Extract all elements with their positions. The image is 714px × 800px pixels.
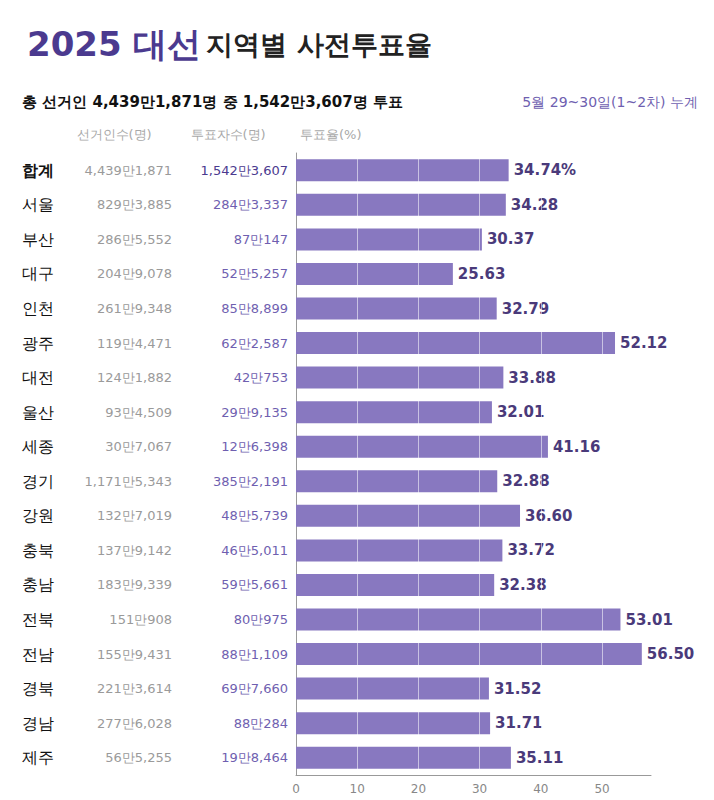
svg-text:투표자수(명): 투표자수(명) <box>191 127 266 142</box>
svg-text:42만753: 42만753 <box>234 370 288 385</box>
svg-text:전북: 전북 <box>22 610 54 629</box>
svg-text:277만6,028: 277만6,028 <box>97 716 172 731</box>
svg-text:30.37: 30.37 <box>487 230 534 248</box>
svg-text:강원: 강원 <box>22 506 54 525</box>
svg-text:88만284: 88만284 <box>234 716 288 731</box>
svg-text:선거인수(명): 선거인수(명) <box>77 127 152 142</box>
svg-text:52.12: 52.12 <box>620 334 667 352</box>
svg-text:56만5,255: 56만5,255 <box>105 750 172 765</box>
svg-text:46만5,011: 46만5,011 <box>221 543 288 558</box>
svg-text:25.63: 25.63 <box>458 265 505 283</box>
svg-text:155만9,431: 155만9,431 <box>97 647 172 662</box>
svg-text:137만9,142: 137만9,142 <box>97 543 172 558</box>
svg-text:34.28: 34.28 <box>511 196 558 214</box>
svg-text:울산: 울산 <box>22 403 54 422</box>
svg-text:30만7,067: 30만7,067 <box>105 439 172 454</box>
svg-text:광주: 광주 <box>22 334 54 353</box>
svg-text:전남: 전남 <box>22 645 54 664</box>
svg-text:35.11: 35.11 <box>516 749 563 767</box>
svg-text:48만5,739: 48만5,739 <box>221 508 288 523</box>
svg-text:88만1,109: 88만1,109 <box>221 647 288 662</box>
svg-text:132만7,019: 132만7,019 <box>97 508 172 523</box>
svg-text:32.88: 32.88 <box>502 472 549 490</box>
svg-text:대구: 대구 <box>22 264 54 283</box>
svg-text:30: 30 <box>472 782 487 796</box>
svg-text:충북: 충북 <box>22 541 54 560</box>
svg-text:204만9,078: 204만9,078 <box>97 266 172 281</box>
svg-text:19만8,464: 19만8,464 <box>221 750 288 765</box>
svg-text:41.16: 41.16 <box>553 438 600 456</box>
svg-text:124만1,882: 124만1,882 <box>97 370 172 385</box>
svg-text:32.38: 32.38 <box>499 576 546 594</box>
svg-text:385만2,191: 385만2,191 <box>213 474 288 489</box>
svg-text:151만908: 151만908 <box>109 612 172 627</box>
svg-text:31.52: 31.52 <box>494 680 541 698</box>
svg-text:52만5,257: 52만5,257 <box>221 266 288 281</box>
svg-text:69만7,660: 69만7,660 <box>221 681 288 696</box>
svg-text:829만3,885: 829만3,885 <box>97 197 172 212</box>
svg-text:4,439만1,871: 4,439만1,871 <box>85 163 172 178</box>
svg-text:투표율(%): 투표율(%) <box>300 127 362 142</box>
svg-text:총 선거인 4,439만1,871명 중 1,542만3,6: 총 선거인 4,439만1,871명 중 1,542만3,607명 투표 <box>22 93 403 111</box>
svg-text:62만2,587: 62만2,587 <box>221 336 288 351</box>
svg-text:세종: 세종 <box>22 437 54 456</box>
svg-text:36.60: 36.60 <box>525 507 572 525</box>
svg-text:50: 50 <box>594 782 609 796</box>
svg-text:29만9,135: 29만9,135 <box>221 405 288 420</box>
svg-text:지역별 사전투표율: 지역별 사전투표율 <box>206 29 431 60</box>
svg-text:경북: 경북 <box>22 679 54 698</box>
svg-text:10: 10 <box>350 782 365 796</box>
svg-text:32.79: 32.79 <box>502 300 549 318</box>
svg-text:0: 0 <box>292 782 300 796</box>
svg-text:93만4,509: 93만4,509 <box>105 405 172 420</box>
svg-text:80만975: 80만975 <box>234 612 288 627</box>
svg-text:33.88: 33.88 <box>508 369 555 387</box>
svg-text:32.01: 32.01 <box>497 403 544 421</box>
svg-text:119만4,471: 119만4,471 <box>97 336 172 351</box>
svg-text:31.71: 31.71 <box>495 714 542 732</box>
svg-text:87만147: 87만147 <box>234 232 288 247</box>
svg-text:서울: 서울 <box>22 195 54 214</box>
svg-text:261만9,348: 261만9,348 <box>97 301 172 316</box>
svg-text:제주: 제주 <box>22 748 54 767</box>
svg-text:합계: 합계 <box>22 161 54 180</box>
svg-text:34.74%: 34.74% <box>514 161 576 179</box>
svg-text:대전: 대전 <box>22 368 54 387</box>
svg-text:1,171만5,343: 1,171만5,343 <box>85 474 172 489</box>
svg-text:1,542만3,607: 1,542만3,607 <box>201 163 288 178</box>
svg-text:56.50: 56.50 <box>647 645 694 663</box>
svg-text:33.72: 33.72 <box>507 541 554 559</box>
svg-text:40: 40 <box>533 782 548 796</box>
svg-text:20: 20 <box>411 782 426 796</box>
svg-text:59만5,661: 59만5,661 <box>221 577 288 592</box>
svg-text:경기: 경기 <box>22 472 54 491</box>
svg-text:인천: 인천 <box>22 299 54 318</box>
svg-text:53.01: 53.01 <box>625 611 672 629</box>
svg-text:85만8,899: 85만8,899 <box>221 301 288 316</box>
svg-text:183만9,339: 183만9,339 <box>97 577 172 592</box>
svg-text:284만3,337: 284만3,337 <box>213 197 288 212</box>
svg-text:12만6,398: 12만6,398 <box>221 439 288 454</box>
svg-text:경남: 경남 <box>22 714 54 733</box>
svg-text:2025 대선: 2025 대선 <box>27 24 201 64</box>
svg-text:충남: 충남 <box>22 575 54 594</box>
svg-text:286만5,552: 286만5,552 <box>97 232 172 247</box>
svg-text:부산: 부산 <box>22 230 54 249</box>
svg-text:221만3,614: 221만3,614 <box>97 681 172 696</box>
svg-text:5월 29~30일(1~2차) 누계: 5월 29~30일(1~2차) 누계 <box>522 94 698 110</box>
